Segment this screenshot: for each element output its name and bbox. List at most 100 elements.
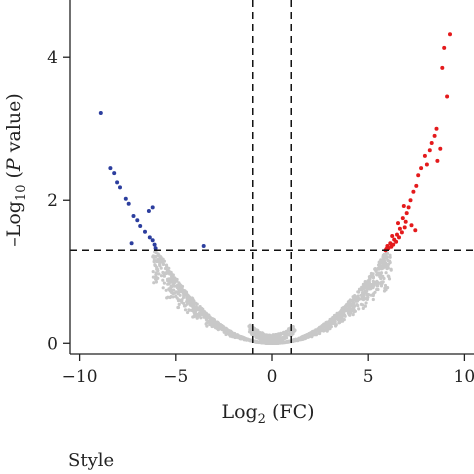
data-point-ns [365,293,370,297]
data-point-ns [354,296,358,300]
data-point-down [152,242,157,247]
y-tick-label: 0 [47,334,58,354]
data-point-up [402,225,407,230]
data-point-ns [361,282,365,286]
data-point-ns [164,271,169,276]
data-point-up [413,228,418,233]
data-point-ns [162,273,166,277]
data-point-ns [224,326,228,330]
data-point-ns [254,340,259,344]
data-point-ns [314,328,318,332]
data-point-ns [172,279,176,283]
data-point-ns [357,307,361,311]
data-point-up [397,235,401,240]
data-point-ns [379,258,383,262]
data-point-ns [262,340,266,344]
axes: −10 −5 0 5 10 0 2 4 [47,0,474,387]
data-point-down [138,224,143,228]
data-point-ns [152,258,156,262]
data-point-ns [348,313,352,317]
data-point-ns [364,280,368,284]
data-point-ns [200,309,204,313]
data-point-ns [360,285,364,289]
data-point-ns [167,282,171,286]
data-point-ns [185,300,189,304]
data-point-ns [195,306,199,310]
data-point-ns [332,322,337,326]
data-point-ns [291,325,295,329]
data-point-up [390,234,395,238]
data-point-ns [345,307,349,311]
data-point-ns [388,253,392,257]
data-point-ns [384,265,388,269]
data-point-ns [278,336,282,340]
data-point-ns [337,321,341,325]
data-point-ns [275,335,279,339]
x-tick-label: 10 [454,367,474,387]
data-point-ns [377,267,381,271]
data-point-ns [379,277,383,281]
data-point-ns [193,313,197,317]
data-point-ns [342,318,346,322]
data-point-up [435,158,440,163]
data-point-down [143,229,147,234]
data-point-ns [387,277,392,281]
data-point-ns [278,332,282,337]
data-point-ns [198,312,202,316]
data-point-ns [317,328,321,332]
data-point-ns [241,336,245,341]
data-point-ns [330,320,334,324]
data-point-ns [357,290,361,294]
data-point-ns [312,332,316,337]
data-point-ns [281,331,285,336]
data-point-ns [347,305,351,309]
data-point-ns [191,307,195,311]
data-point-ns [328,326,332,330]
data-point-down [123,196,128,201]
data-point-up [395,232,399,237]
data-point-ns [337,318,341,323]
data-point-ns [177,281,181,285]
data-point-down [126,201,131,206]
data-point-ns [367,280,371,284]
data-point-up [438,146,443,151]
data-point-ns [385,251,390,255]
data-point-down [118,185,122,190]
data-point-ns [171,291,175,296]
data-point-ns [260,331,264,335]
data-point-ns [154,271,158,275]
data-point-up [388,241,393,246]
data-point-up [440,65,445,70]
data-point-ns [159,259,163,264]
data-point-ns [373,290,377,294]
data-point-ns [389,268,393,272]
data-point-ns [187,308,191,312]
data-point-ns [168,289,172,293]
data-point-down [201,244,206,248]
data-point-ns [151,270,155,274]
data-point-ns [297,337,301,341]
data-point-ns [170,275,174,279]
data-point-ns [388,260,392,265]
data-point-ns [270,339,274,343]
data-point-ns [155,277,159,281]
data-point-up [403,219,408,224]
data-point-ns [195,316,199,320]
data-point-ns [359,302,363,306]
data-point-down [147,235,152,240]
data-point-ns [367,275,371,279]
data-point-ns [324,321,328,325]
data-point-ns [348,301,352,305]
data-point-ns [162,281,166,285]
data-point-up [396,221,400,226]
data-point-ns [286,333,290,337]
data-point-ns [190,304,194,308]
upregulated-points [383,32,452,253]
data-point-up [399,230,404,235]
data-point-ns [334,317,338,321]
data-point-ns [363,289,367,293]
data-point-ns [370,283,374,287]
data-point-ns [381,265,385,269]
data-point-ns [220,323,224,328]
